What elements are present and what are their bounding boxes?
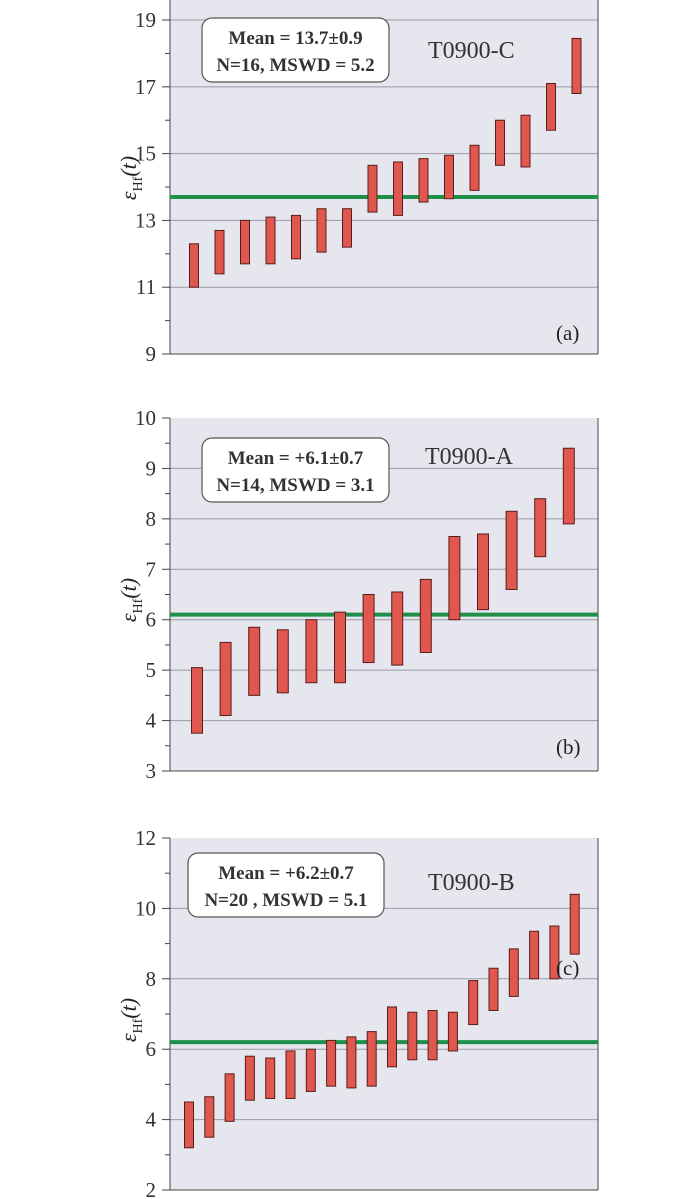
error-bar <box>427 1009 438 1061</box>
error-bar <box>447 1011 458 1052</box>
error-bar <box>326 1039 337 1087</box>
sample-label: T0900-B <box>428 870 515 896</box>
stats-box <box>201 437 390 503</box>
panel-2: 3 4 5 6 7 8 9 10 Mean = +6.1±0.7 N=14, MSWD = 3.1… <box>116 406 599 783</box>
error-bar <box>291 214 301 260</box>
y-axis-label: εHf(t) <box>116 156 146 200</box>
error-bar <box>529 930 540 980</box>
panel-1: 9 11 13 15 17 19 Mean = 13.7±0.9 N=16, MSWD = 5… <box>116 0 599 366</box>
error-bar <box>305 1048 316 1092</box>
stats-box <box>201 17 390 83</box>
y-tick-label: 7 <box>146 557 157 581</box>
y-tick-label: 9 <box>146 456 157 480</box>
panel-letter: (c) <box>556 956 579 980</box>
error-bar <box>393 161 403 216</box>
error-bar <box>469 144 480 191</box>
stats-mean: Mean = +6.1±0.7 <box>228 448 364 469</box>
y-tick-label: 6 <box>146 608 157 632</box>
panel-letter: (b) <box>556 735 581 759</box>
y-tick-label: 4 <box>146 709 157 733</box>
error-bar <box>191 667 203 734</box>
error-bar <box>265 1057 276 1099</box>
y-tick-label: 3 <box>146 759 157 783</box>
error-bar <box>477 533 489 611</box>
y-tick-label: 15 <box>135 142 156 166</box>
stats-mean: Mean = 13.7±0.9 <box>228 28 362 49</box>
panel-letter: (a) <box>556 321 579 345</box>
error-bar <box>571 37 582 95</box>
error-bar <box>362 594 375 664</box>
error-bar <box>184 1101 194 1149</box>
error-bar <box>468 980 479 1026</box>
stats-n-mswd: N=20 , MSWD = 5.1 <box>204 890 367 911</box>
error-bar <box>534 498 547 558</box>
y-tick-label: 10 <box>135 896 156 920</box>
error-bar <box>546 82 556 131</box>
y-tick-label: 12 <box>135 826 156 850</box>
y-tick-label: 2 <box>146 1178 157 1199</box>
error-bar <box>387 1006 397 1068</box>
error-bar <box>508 948 519 997</box>
sample-label: T0900-C <box>428 38 515 64</box>
sample-label: T0900-A <box>425 444 514 470</box>
error-bar <box>419 578 432 653</box>
error-bar <box>224 1073 235 1122</box>
y-tick-label: 9 <box>146 342 157 366</box>
error-bar <box>265 216 276 265</box>
error-bar <box>366 1031 377 1087</box>
y-axis-label: εHf(t) <box>116 578 146 622</box>
error-bar <box>391 591 404 666</box>
error-bar <box>562 447 575 525</box>
y-tick-label: 17 <box>135 75 156 99</box>
error-bar <box>495 119 505 166</box>
y-tick-label: 13 <box>135 208 156 232</box>
error-bar <box>444 154 454 200</box>
error-bar <box>276 629 289 694</box>
y-tick-label: 5 <box>146 658 157 682</box>
y-tick-label: 6 <box>146 1037 157 1061</box>
y-tick-label: 10 <box>135 406 156 430</box>
error-bar <box>367 164 378 213</box>
error-bar <box>407 1011 418 1061</box>
error-bar <box>346 1036 357 1089</box>
stats-n-mswd: N=14, MSWD = 3.1 <box>216 475 374 496</box>
error-bar <box>569 893 580 955</box>
y-axis-label: εHf(t) <box>116 998 146 1042</box>
error-bar <box>520 114 531 168</box>
error-bar <box>342 208 352 248</box>
error-bar <box>248 626 261 696</box>
y-tick-label: 8 <box>146 507 157 531</box>
y-tick-label: 4 <box>146 1108 157 1132</box>
stats-box <box>187 852 385 918</box>
error-bar <box>549 925 560 980</box>
y-tick-label: 19 <box>135 8 156 32</box>
error-bar <box>204 1096 215 1138</box>
error-bar <box>488 967 499 1011</box>
y-tick-label: 8 <box>146 967 157 991</box>
error-bar <box>505 510 518 590</box>
y-tick-label: 11 <box>136 275 156 299</box>
error-bar <box>316 208 327 253</box>
error-bar <box>244 1055 255 1101</box>
error-bar <box>214 229 225 275</box>
stats-n-mswd: N=16, MSWD = 5.2 <box>216 55 374 76</box>
error-bar <box>418 158 429 203</box>
stats-mean: Mean = +6.2±0.7 <box>218 863 354 884</box>
error-bar <box>240 219 250 265</box>
error-bar <box>219 641 232 717</box>
error-bar <box>334 611 346 684</box>
error-bar <box>448 536 461 621</box>
error-bar <box>189 243 199 288</box>
error-bar <box>305 619 318 684</box>
error-bar <box>285 1050 296 1099</box>
panel-3: 2 4 6 8 10 12 Mean = +6.2±0.7 N=20 , MSWD = 5.1… <box>116 826 599 1199</box>
